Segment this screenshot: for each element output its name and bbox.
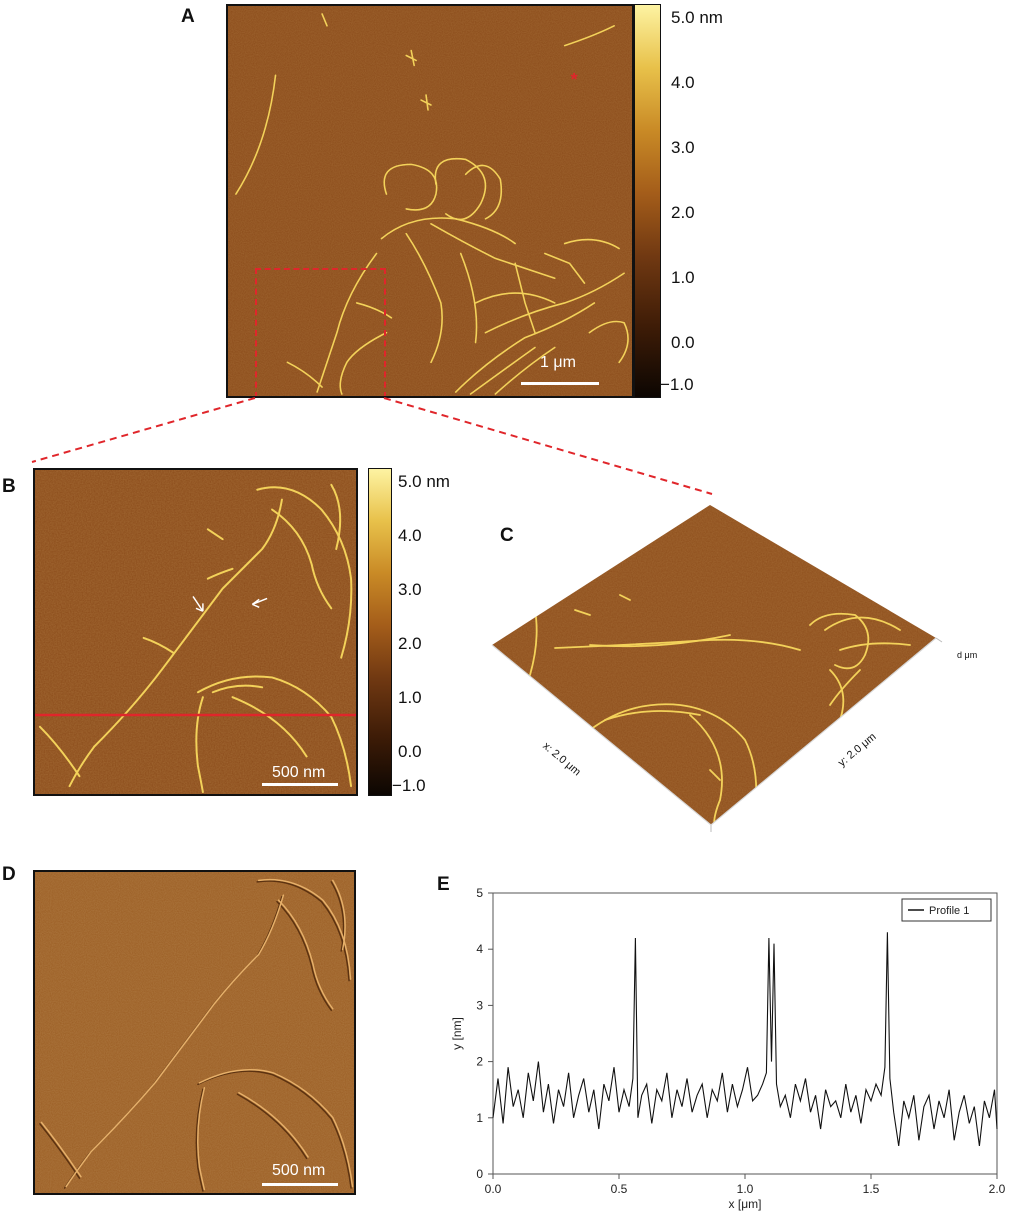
panel-a-selection-box	[255, 268, 386, 396]
panel-a-afm-image: * 1 μm	[226, 4, 634, 398]
panel-a-colorbar-tick: 1.0	[671, 268, 695, 287]
x-tick-label: 2.0	[989, 1182, 1006, 1196]
panel-a-colorbar	[634, 4, 661, 398]
panel-b-colorbar-tick: 0.0	[398, 742, 422, 761]
y-tick-label: 3	[476, 998, 483, 1012]
panel-d-scalebar-label: 500 nm	[272, 1162, 326, 1179]
panel-d-amplitude-image: 500 nm	[33, 870, 356, 1195]
panel-a-colorbar-tick: 3.0	[671, 138, 695, 157]
legend-label: Profile 1	[929, 905, 969, 917]
panel-b-colorbar-tick: 3.0	[398, 580, 422, 599]
panel-a-scalebar	[521, 382, 599, 385]
y-tick-label: 5	[476, 886, 483, 900]
legend-box	[901, 898, 992, 922]
panel-b-letter: B	[2, 476, 16, 497]
y-tick-label: 1	[476, 1111, 483, 1125]
panel-b-colorbar-tick: 2.0	[398, 634, 422, 653]
panel-b-colorbar	[368, 468, 392, 796]
panel-c-z-axis-label: d μm	[957, 650, 978, 660]
panel-b-afm-image: 500 nm	[33, 468, 358, 796]
panel-b-colorbar-tick: 4.0	[398, 526, 422, 545]
panel-b-colorbar-tick: 1.0	[398, 688, 422, 707]
x-axis-label: x [μm]	[729, 1197, 762, 1211]
svg-text:*: *	[571, 69, 578, 89]
y-tick-label: 2	[476, 1055, 483, 1069]
panel-b-scalebar	[262, 783, 338, 786]
y-tick-label: 0	[476, 1167, 483, 1181]
x-tick-label: 1.5	[863, 1182, 880, 1196]
panel-b-colorbar-tick: −1.0	[392, 776, 426, 795]
panel-a-colorbar-tick: −1.0	[660, 375, 694, 394]
profile-series-line	[492, 932, 998, 1146]
panel-d-letter: D	[2, 864, 16, 885]
x-tick-label: 0.0	[485, 1182, 502, 1196]
y-tick-label: 4	[476, 942, 483, 956]
panel-a-colorbar-tick: 2.0	[671, 203, 695, 222]
panel-e-profile-chart: 0.0 0.5 1.0 1.5 2.0 0 1 2 3 4 5 x [μm] y [nm] Profil…	[450, 886, 1006, 1211]
panel-a-colorbar-tick: 5.0 nm	[671, 8, 723, 27]
panel-a-colorbar-tick: 0.0	[671, 333, 695, 352]
plot-frame	[492, 892, 998, 1175]
panel-b-scalebar-label: 500 nm	[272, 764, 326, 781]
panel-c-3d-surface	[491, 505, 943, 832]
x-tick-label: 1.0	[737, 1182, 754, 1196]
panel-c-letter: C	[500, 525, 514, 546]
panel-a-colorbar-tick: 4.0	[671, 73, 695, 92]
panel-d-scalebar	[262, 1183, 338, 1186]
panel-b-colorbar-tick: 5.0 nm	[398, 472, 450, 491]
y-axis-label: y [nm]	[450, 1017, 464, 1050]
panel-e-letter: E	[437, 874, 450, 895]
panel-a-letter: A	[181, 6, 195, 27]
x-tick-label: 0.5	[611, 1182, 628, 1196]
panel-a-scalebar-label: 1 μm	[540, 354, 576, 371]
